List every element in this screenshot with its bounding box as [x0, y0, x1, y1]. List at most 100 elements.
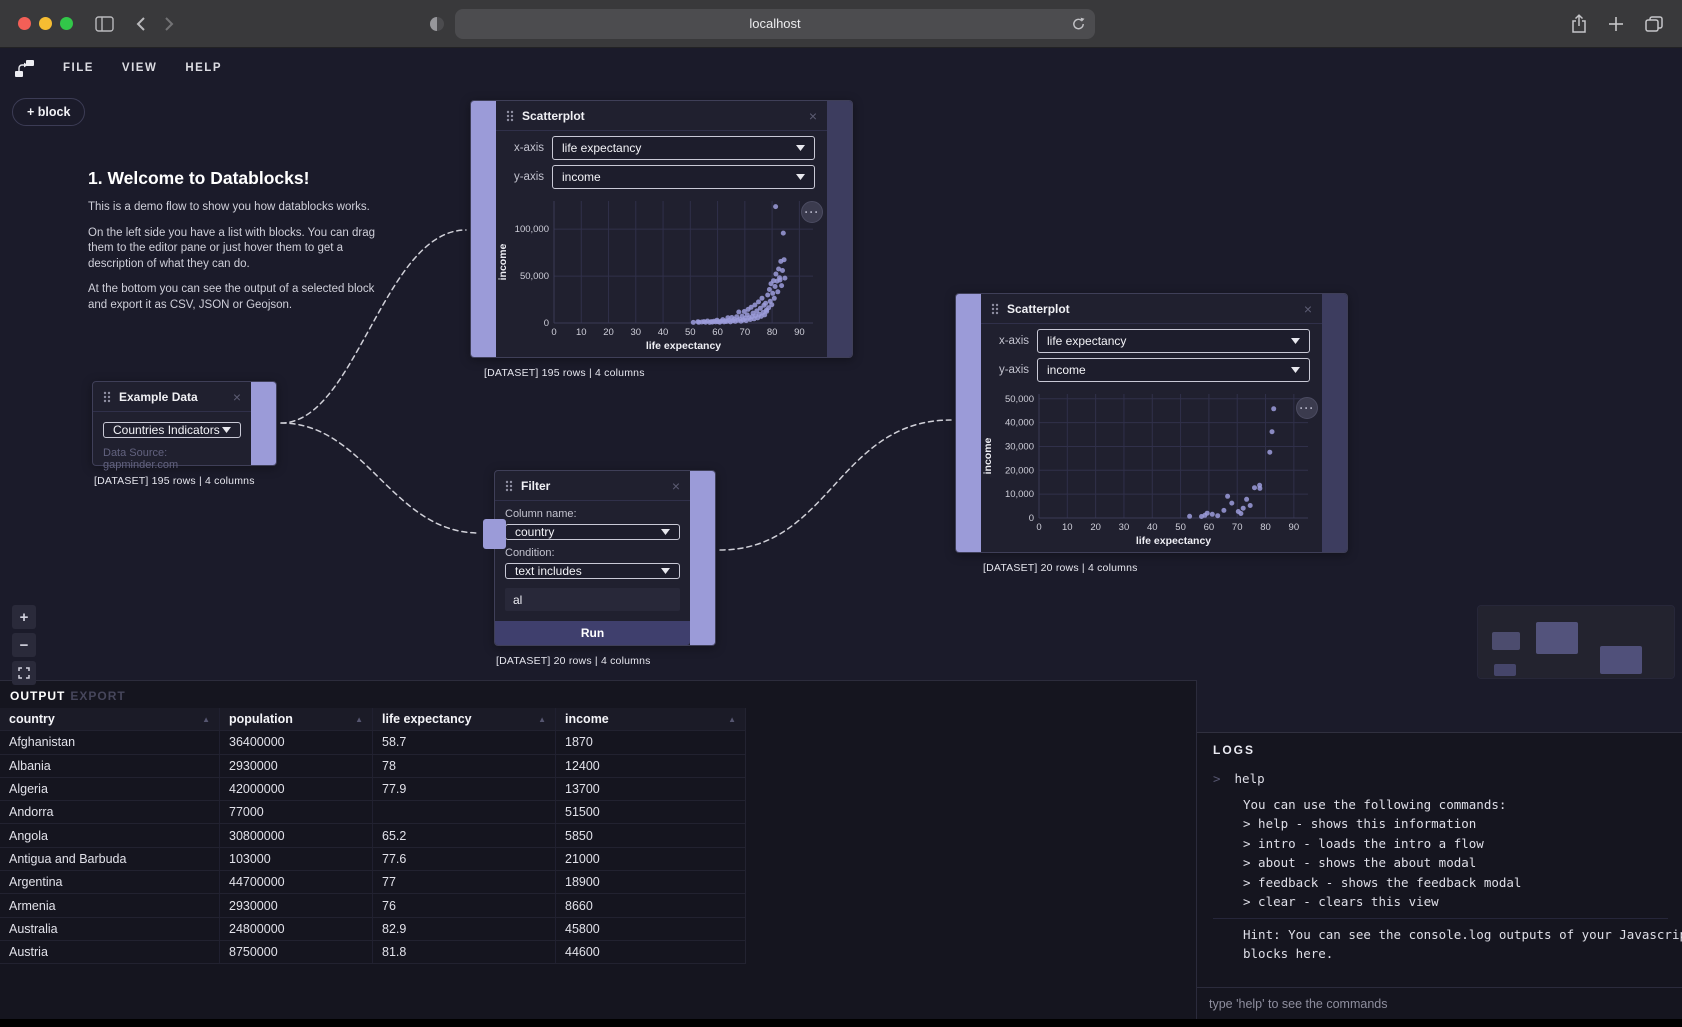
close-icon[interactable]: × — [809, 111, 817, 121]
x-axis-select[interactable]: life expectancy — [1037, 329, 1310, 353]
node-filter[interactable]: Filter × Column name: country Condition:… — [494, 470, 716, 667]
window-controls — [18, 17, 73, 30]
output-handle[interactable] — [690, 471, 715, 645]
sort-ascending-icon[interactable]: ▲ — [728, 715, 736, 724]
svg-text:20: 20 — [603, 327, 614, 338]
svg-text:70: 70 — [740, 327, 751, 338]
drag-handle-icon[interactable] — [103, 391, 111, 403]
output-handle[interactable] — [827, 101, 852, 357]
node-header[interactable]: Example Data × — [93, 382, 251, 412]
log-hint: Hint: You can see the console.log output… — [1243, 925, 1682, 964]
back-icon[interactable] — [136, 16, 146, 32]
node-title: Example Data — [119, 390, 225, 404]
menu-view[interactable]: VIEW — [122, 62, 157, 74]
input-handle[interactable] — [471, 101, 496, 357]
sort-ascending-icon[interactable]: ▲ — [355, 715, 363, 724]
svg-text:10: 10 — [576, 327, 587, 338]
share-icon[interactable] — [1570, 14, 1588, 34]
table-row[interactable]: Algeria4200000077.913700 — [0, 778, 745, 801]
svg-text:30: 30 — [1119, 522, 1130, 533]
zoom-window-button[interactable] — [60, 17, 73, 30]
table-row[interactable]: Armenia2930000768660 — [0, 894, 745, 917]
table-cell: Andorra — [0, 801, 220, 823]
more-options-button[interactable]: ··· — [801, 201, 823, 223]
more-options-button[interactable]: ··· — [1296, 397, 1318, 419]
svg-text:0: 0 — [544, 318, 549, 329]
table-cell: 51500 — [556, 801, 745, 823]
node-example-data[interactable]: Example Data × Countries Indicators Data… — [92, 381, 277, 487]
input-handle[interactable] — [956, 294, 981, 552]
node-header[interactable]: Scatterplot × — [981, 294, 1322, 324]
drag-handle-icon[interactable] — [991, 303, 999, 315]
node-header[interactable]: Scatterplot × — [496, 101, 827, 131]
table-row[interactable]: Argentina447000007718900 — [0, 871, 745, 894]
table-cell: 58.7 — [373, 731, 556, 753]
tab-overview-icon[interactable] — [1644, 15, 1664, 33]
new-tab-icon[interactable] — [1608, 16, 1624, 32]
zoom-in-button[interactable]: + — [12, 605, 36, 629]
drag-handle-icon[interactable] — [505, 480, 513, 492]
svg-text:90: 90 — [794, 327, 805, 338]
table-row[interactable]: Albania29300007812400 — [0, 755, 745, 778]
table-cell: 42000000 — [220, 778, 373, 800]
minimap[interactable] — [1478, 606, 1674, 678]
dataset-select[interactable]: Countries Indicators — [103, 422, 241, 438]
fit-view-button[interactable] — [12, 661, 36, 685]
drag-handle-icon[interactable] — [506, 110, 514, 122]
log-command-input[interactable] — [1209, 997, 1670, 1011]
table-row[interactable]: Australia2480000082.945800 — [0, 918, 745, 941]
svg-text:20,000: 20,000 — [1005, 465, 1034, 476]
menu-file[interactable]: FILE — [63, 62, 94, 74]
menu-help[interactable]: HELP — [185, 62, 222, 74]
table-cell: 77.9 — [373, 778, 556, 800]
add-block-button[interactable]: + block — [12, 98, 85, 126]
address-bar[interactable]: localhost — [455, 9, 1095, 39]
node-scatterplot-1[interactable]: Scatterplot × x-axis life expectancy y-a… — [470, 100, 853, 379]
close-icon[interactable]: × — [233, 392, 241, 402]
table-row[interactable]: Austria875000081.844600 — [0, 941, 745, 964]
scatter-chart: 0102030405060708090010,00020,00030,00040… — [981, 386, 1324, 548]
table-row[interactable]: Antigua and Barbuda10300077.621000 — [0, 848, 745, 871]
table-row[interactable]: Andorra7700051500 — [0, 801, 745, 824]
output-handle[interactable] — [1322, 294, 1347, 552]
run-button[interactable]: Run — [495, 621, 690, 645]
sidebar-toggle-icon[interactable] — [95, 16, 114, 32]
output-handle[interactable] — [251, 382, 276, 465]
column-header[interactable]: life expectancy▲ — [373, 708, 556, 730]
minimap-node — [1494, 664, 1516, 676]
filter-value-input[interactable] — [505, 588, 680, 611]
node-scatterplot-2[interactable]: Scatterplot × x-axis life expectancy y-a… — [955, 293, 1348, 574]
log-line: > help - shows this information — [1243, 814, 1682, 834]
table-cell: 103000 — [220, 848, 373, 870]
table-cell: 82.9 — [373, 918, 556, 940]
column-header[interactable]: country▲ — [0, 708, 220, 730]
sort-ascending-icon[interactable]: ▲ — [202, 715, 210, 724]
table-row[interactable]: Angola3080000065.25850 — [0, 824, 745, 847]
sort-ascending-icon[interactable]: ▲ — [538, 715, 546, 724]
tab-export[interactable]: EXPORT — [70, 689, 125, 703]
close-icon[interactable]: × — [1304, 304, 1312, 314]
dataset-caption: [DATASET] 195 rows | 4 columns — [94, 475, 277, 487]
input-handle[interactable] — [483, 519, 506, 549]
x-axis-select[interactable]: life expectancy — [552, 136, 815, 160]
close-icon[interactable]: × — [672, 481, 680, 491]
flow-canvas[interactable]: + block 1. Welcome to Datablocks! This i… — [0, 88, 1682, 680]
svg-text:90: 90 — [1289, 522, 1300, 533]
refresh-icon[interactable] — [1071, 16, 1086, 37]
column-header[interactable]: population▲ — [220, 708, 373, 730]
node-header[interactable]: Filter × — [495, 471, 690, 501]
table-row[interactable]: Afghanistan3640000058.71870 — [0, 731, 745, 754]
column-select[interactable]: country — [505, 524, 680, 540]
zoom-out-button[interactable]: − — [12, 633, 36, 657]
minimize-window-button[interactable] — [39, 17, 52, 30]
forward-icon[interactable] — [164, 16, 174, 32]
y-axis-select[interactable]: income — [1037, 358, 1310, 382]
node-title: Scatterplot — [1007, 302, 1296, 316]
y-axis-select[interactable]: income — [552, 165, 815, 189]
table-cell: Algeria — [0, 778, 220, 800]
tab-output[interactable]: OUTPUT — [10, 689, 65, 703]
condition-select[interactable]: text includes — [505, 563, 680, 579]
column-header[interactable]: income▲ — [556, 708, 745, 730]
table-cell: Austria — [0, 941, 220, 963]
close-window-button[interactable] — [18, 17, 31, 30]
